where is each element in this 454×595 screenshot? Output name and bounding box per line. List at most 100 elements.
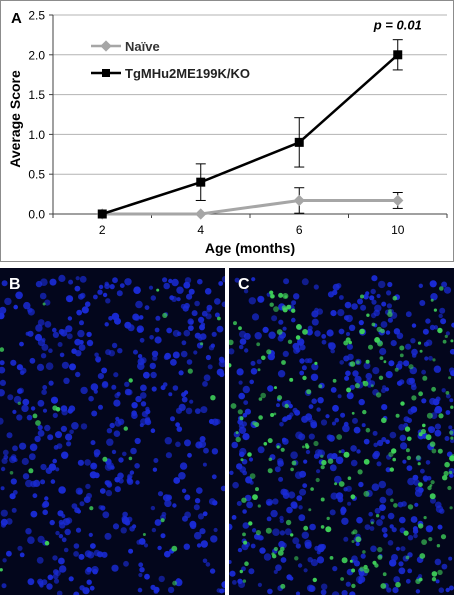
nucleus (21, 457, 29, 466)
positive-cell (325, 526, 332, 533)
nucleus (424, 356, 429, 361)
positive-cell (404, 426, 411, 432)
series-layer (96, 39, 404, 220)
nucleus (418, 574, 423, 579)
nucleus (379, 504, 386, 511)
nucleus (65, 517, 73, 524)
nucleus (353, 560, 360, 567)
nucleus (65, 433, 73, 441)
nucleus (106, 428, 113, 434)
nucleus (266, 516, 272, 522)
nucleus (114, 476, 121, 483)
nucleus (272, 528, 280, 536)
positive-cell (287, 339, 293, 344)
nucleus (291, 300, 297, 306)
nucleus (32, 493, 38, 499)
nucleus (42, 509, 48, 516)
nucleus (65, 325, 73, 333)
nucleus (299, 370, 305, 376)
nucleus (299, 358, 305, 364)
nucleus (194, 408, 201, 414)
nucleus (58, 486, 66, 494)
nucleus (244, 408, 251, 415)
positive-cell (363, 458, 370, 465)
nucleus (337, 394, 342, 399)
positive-cell (270, 413, 275, 417)
positive-cell (326, 516, 330, 521)
nucleus (229, 523, 233, 531)
nucleus (120, 527, 127, 534)
nucleus (160, 533, 166, 539)
nucleus (180, 350, 188, 358)
nucleus (34, 435, 41, 443)
nucleus (104, 532, 112, 540)
nucleus (168, 392, 173, 397)
nucleus (123, 560, 129, 567)
nucleus (418, 283, 423, 288)
nucleus (49, 278, 57, 286)
nucleus (102, 292, 108, 298)
nucleus (320, 419, 328, 426)
nucleus (191, 310, 198, 317)
nucleus (430, 497, 436, 504)
nucleus (410, 382, 417, 388)
positive-cell (320, 465, 325, 470)
nucleus (286, 574, 292, 580)
nucleus (131, 412, 138, 419)
positive-cell (351, 583, 356, 589)
positive-cell (440, 534, 447, 540)
positive-cell (265, 527, 272, 534)
nucleus (105, 298, 111, 304)
nucleus (90, 440, 96, 446)
nucleus (236, 368, 244, 376)
positive-cell (420, 428, 426, 435)
nucleus (154, 327, 160, 333)
nucleus (313, 284, 319, 290)
positive-cell (407, 436, 412, 442)
nucleus (391, 554, 398, 561)
nucleus (317, 449, 325, 458)
nucleus (60, 405, 68, 412)
nucleus (137, 327, 143, 333)
positive-cell (418, 523, 424, 529)
nucleus (218, 281, 224, 286)
nucleus (47, 434, 54, 441)
nucleus (164, 499, 172, 508)
nucleus (428, 426, 436, 434)
nucleus (203, 374, 211, 382)
nucleus (174, 578, 183, 587)
nucleus (116, 290, 123, 297)
positive-cell (359, 566, 365, 572)
nucleus (0, 379, 6, 386)
nucleus (139, 423, 144, 428)
nucleus (41, 343, 49, 351)
positive-cell (278, 292, 284, 298)
positive-cell (418, 391, 423, 397)
nucleus (326, 329, 334, 337)
nucleus (374, 304, 382, 312)
nucleus (143, 371, 150, 379)
nucleus (278, 476, 284, 482)
x-tick-label: 2 (99, 223, 106, 237)
nucleus (429, 324, 436, 331)
positive-cell (395, 581, 401, 588)
positive-cell (249, 473, 256, 479)
nucleus (279, 422, 284, 427)
nucleus (10, 359, 17, 366)
nucleus (64, 528, 71, 536)
nucleus (42, 408, 48, 413)
positive-cell (237, 409, 243, 415)
nucleus (310, 421, 318, 429)
nucleus (204, 288, 212, 295)
nucleus (170, 416, 175, 422)
nucleus (317, 397, 324, 404)
positive-cell (417, 341, 422, 345)
positive-cell (418, 577, 423, 582)
positive-cell (247, 452, 252, 457)
nucleus (0, 466, 6, 472)
nucleus (267, 385, 274, 392)
nucleus (448, 585, 454, 591)
nucleus (378, 280, 386, 289)
positive-cell (238, 326, 242, 331)
nucleus (74, 285, 81, 292)
